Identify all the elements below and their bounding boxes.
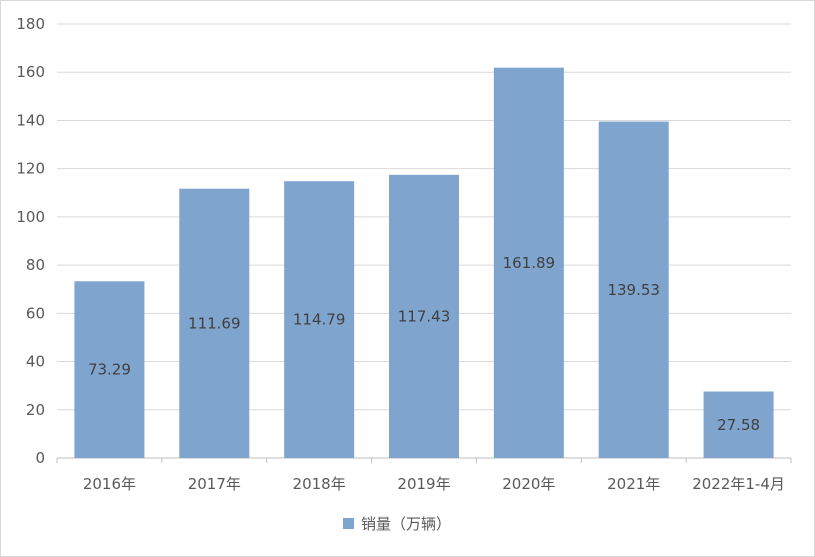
x-axis: 2016年 2017年 2018年 2019年 2020年 2021年 2022年1-4月 (56, 458, 792, 493)
y-tick-label: 0 (35, 449, 45, 467)
x-tick-label: 2022年1-4月 (692, 475, 785, 493)
y-axis: 0 20 40 60 80 100 120 140 160 180 (16, 15, 45, 467)
y-tick-label: 120 (16, 160, 45, 178)
y-tick-label: 40 (26, 353, 45, 371)
x-tick-label: 2019年 (397, 475, 450, 493)
bar (703, 391, 774, 458)
legend-swatch (343, 518, 354, 529)
x-tick-label: 2016年 (83, 475, 136, 493)
bar (493, 67, 564, 458)
data-label: 111.69 (188, 314, 241, 332)
y-tick-label: 100 (16, 208, 45, 226)
bar (389, 174, 459, 458)
x-tick-label: 2020年 (502, 475, 555, 493)
bar (179, 188, 250, 458)
x-tick-label: 2017年 (188, 475, 241, 493)
data-label: 139.53 (607, 281, 660, 299)
bars (74, 67, 774, 458)
y-tick-label: 160 (16, 63, 45, 81)
x-tick-label: 2021年 (607, 475, 660, 493)
x-tick-label: 2018年 (293, 475, 346, 493)
data-label: 117.43 (398, 307, 451, 325)
y-tick-label: 140 (16, 111, 45, 129)
data-labels: 73.29 111.69 114.79 117.43 161.89 139.53 27.58 (88, 254, 760, 434)
bar (74, 281, 145, 458)
legend-label: 销量（万辆） (361, 515, 451, 533)
y-tick-label: 180 (16, 15, 45, 33)
bar (598, 121, 669, 458)
y-tick-label: 80 (26, 256, 45, 274)
data-label: 73.29 (88, 361, 131, 379)
data-label: 161.89 (503, 254, 556, 272)
data-label: 114.79 (293, 311, 346, 329)
bar (284, 181, 355, 458)
y-tick-label: 20 (26, 401, 45, 419)
y-tick-label: 60 (26, 304, 45, 322)
data-label: 27.58 (717, 416, 760, 434)
legend: 销量（万辆） (343, 515, 451, 533)
